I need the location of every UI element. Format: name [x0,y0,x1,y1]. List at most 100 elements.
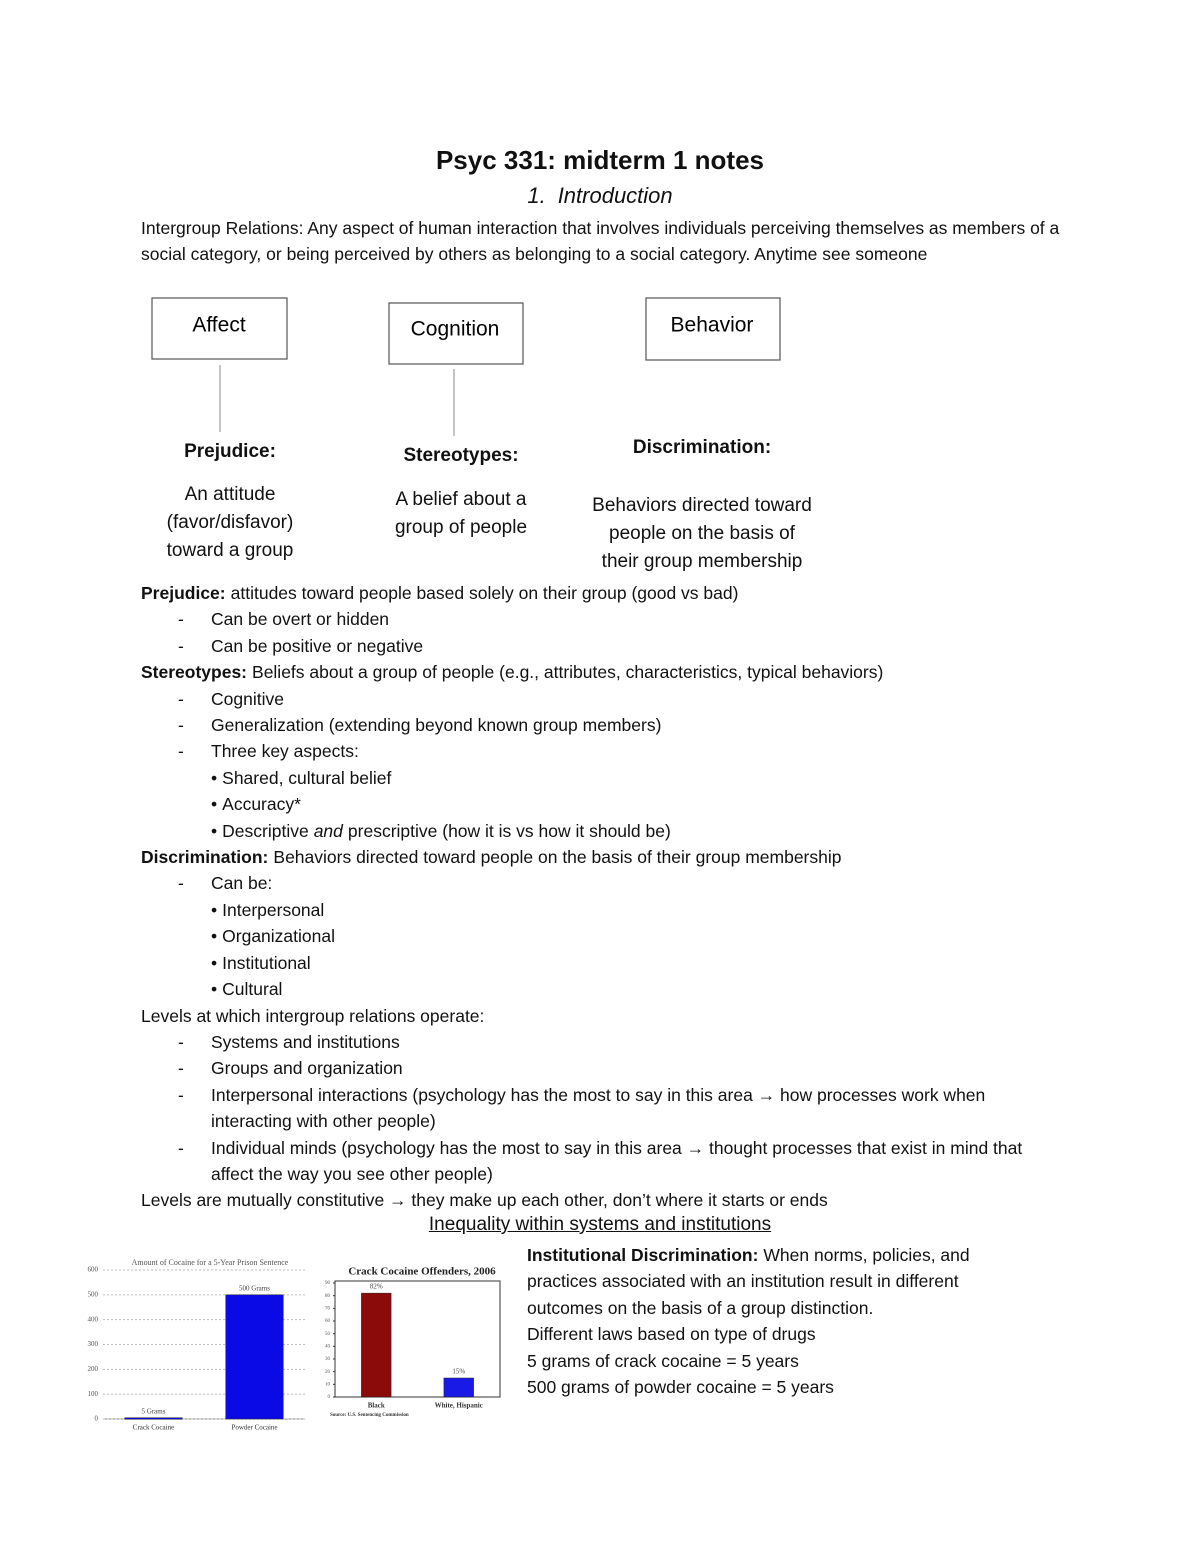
y-tick-label: 0 [328,1395,331,1400]
bullet-marker: • [211,899,218,920]
chart-title: Crack Cocaine Offenders, 2006 [348,1266,496,1278]
definition-line: An attitude [184,484,276,505]
box [151,297,288,360]
dash-marker: - [178,1031,184,1052]
definition-text: When norms, policies, and practices asso… [527,1245,970,1318]
bullet-text: Shared, cultural belief [222,767,392,788]
item-text: Interpersonal interactions (psychology h… [211,1084,986,1132]
box-label: Behavior [671,314,754,337]
bullet-text: Cultural [222,979,283,1000]
bullet-text: Accuracy* [222,794,301,815]
x-tick-label: White, Hispanic [435,1402,483,1410]
bullet-marker: • [211,820,218,841]
diagram-term: Discrimination: [632,437,772,458]
term: Institutional Discrimination: [527,1245,759,1265]
intro: Intergroup Relations: Any aspect of huma… [141,218,1060,265]
section-number: 1. [527,183,546,208]
item-text: Can be positive or negative [211,635,424,656]
bullet-item: • Interpersonal [141,897,1061,923]
text-line: 5 grams of crack cocaine = 5 years [527,1350,799,1371]
y-tick-label: 200 [88,1365,99,1373]
note-line: Discrimination: Behaviors directed toward… [141,844,1061,870]
diagram-definition: A belief about a group of people [311,486,611,542]
bullet-text: prescriptive (how it is vs how it should… [347,820,671,841]
chart-title: Amount of Cocaine for a 5-Year Prison Se… [132,1258,289,1267]
x-tick-label: Powder Cocaine [231,1424,277,1432]
y-tick-label: 100 [88,1390,99,1398]
term: Stereotypes: [141,662,248,683]
dash-item: - Cognitive [141,686,1061,712]
dash-item: - Generalization (extending beyond known … [141,712,1061,738]
text-line: 500 grams of powder cocaine = 5 years [527,1377,834,1398]
note-line: Levels at which intergroup relations ope… [141,1003,1061,1029]
definition: Institutional Discrimination: When norms,… [527,1242,1032,1321]
chart-source: Source: U.S. Sentencing Commission [330,1413,409,1418]
y-tick-label: 500 [88,1290,99,1298]
y-tick-label: 30 [325,1357,331,1362]
y-tick-label: 70 [325,1306,331,1311]
definition-line: A belief about a [395,489,527,510]
subheading: Inequality within systems and institutio… [428,1214,772,1235]
dash-item: - Systems and institutions [141,1029,1061,1055]
dash-marker: - [178,688,184,709]
dash-item: - Can be overt or hidden [141,606,1061,632]
y-tick-label: 40 [325,1344,331,1349]
bullet-item: • Accuracy* [141,791,1061,817]
item-text: Cognitive [211,688,284,709]
note-text: Beliefs about a group of people (e.g., a… [252,662,884,683]
value-label: 5 Grams [142,1407,166,1415]
bullet-item: • Institutional [141,950,1061,976]
note-text: attitudes toward people based solely on … [230,583,739,603]
diagram-definition: An attitude (favor/disfavor) toward a grou… [80,481,380,565]
dash-marker: - [178,1058,184,1079]
bullet-marker: • [211,979,218,1000]
y-tick-label: 300 [88,1340,99,1348]
x-tick-label: Crack Cocaine [133,1424,174,1432]
term: Discrimination: [141,847,269,868]
definition-line: their group membership [601,551,803,572]
note-line: Stereotypes: Beliefs about a group of peo… [141,659,1061,685]
bullet-text: Interpersonal [222,899,325,920]
y-tick-label: 600 [88,1266,99,1274]
note-line: Prejudice: attitudes toward people based … [141,580,1061,606]
bar [443,1377,474,1398]
definition-line: (favor/disfavor) [166,512,294,533]
y-tick-label: 80 [325,1294,331,1299]
bullet-text: and [313,820,343,841]
y-tick-label: 0 [95,1415,99,1423]
definition-line: people on the basis of [609,523,795,544]
doc-title: Psyc 331: midterm 1 notes [435,145,765,175]
y-tick-label: 20 [325,1370,331,1375]
diagram-definition: Behaviors directed toward people on the b… [552,492,852,576]
item-text: Can be overt or hidden [211,609,390,630]
box-label: Affect [192,314,245,337]
bullet-marker: • [211,952,218,973]
dash-marker: - [178,715,184,736]
dash-item: - Groups and organization [141,1055,1061,1081]
definition-line: group of people [394,517,528,538]
x-tick-label: Black [368,1402,385,1410]
bullet-marker: • [211,926,218,947]
item-text: Can be: [211,873,273,894]
text-line: Different laws based on type of drugs [527,1324,816,1345]
dash-marker: - [178,741,184,762]
value-label: 500 Grams [239,1284,270,1292]
item-text: Systems and institutions [211,1031,400,1052]
term: Prejudice: [141,583,226,603]
dash-marker: - [178,1084,184,1105]
box-label: Cognition [411,318,500,341]
note-text: Levels at which intergroup relations ope… [141,1005,485,1026]
item-text: Individual minds (psychology has the mos… [211,1137,1023,1184]
dash-item: - Can be positive or negative [141,633,1061,659]
bullet-marker: • [211,794,218,815]
diagram-term: Prejudice: [184,441,276,462]
note-text: Levels are mutually constitutive → they … [141,1190,828,1211]
box [645,297,781,361]
item-text: Three key aspects: [211,741,359,762]
value-label: 82% [370,1283,383,1291]
note-text: Behaviors directed toward people on the … [273,847,842,868]
bullet-item: • Descriptive and prescriptive (how it is v… [141,818,1061,844]
bullet-text: Institutional [222,952,311,973]
dash-item: - Three key aspects: [141,738,1061,764]
